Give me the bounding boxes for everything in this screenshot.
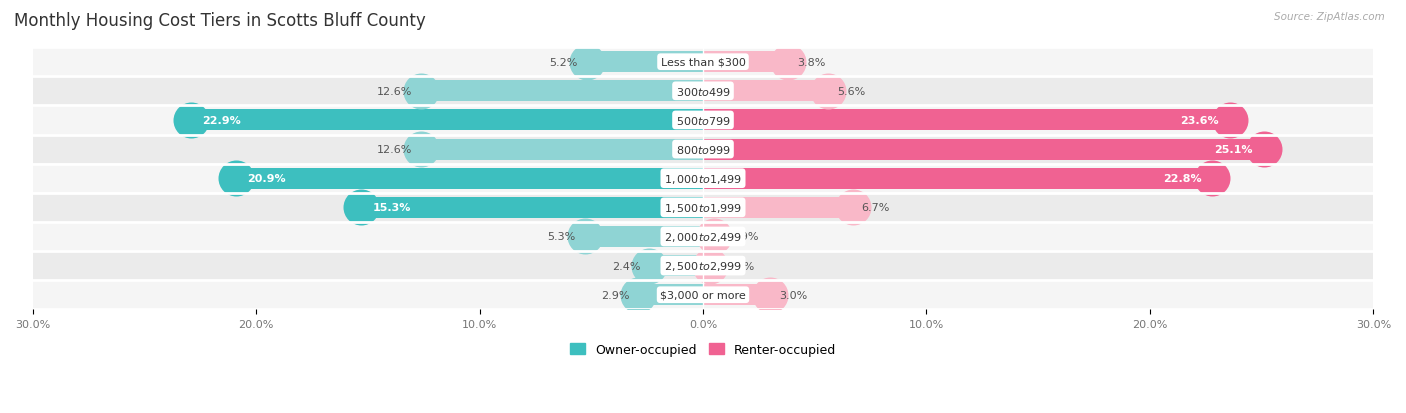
Bar <box>703 226 714 247</box>
Bar <box>703 256 710 276</box>
Text: 12.6%: 12.6% <box>377 145 412 155</box>
FancyBboxPatch shape <box>32 48 1374 77</box>
Text: 22.8%: 22.8% <box>1163 174 1201 184</box>
Text: 0.49%: 0.49% <box>723 232 758 242</box>
Bar <box>361 197 703 218</box>
Text: Less than $300: Less than $300 <box>661 57 745 67</box>
FancyBboxPatch shape <box>32 193 1374 222</box>
Text: 2.9%: 2.9% <box>600 290 630 300</box>
Bar <box>703 139 1264 160</box>
Text: 5.6%: 5.6% <box>837 87 865 97</box>
Bar <box>703 197 852 218</box>
Text: $3,000 or more: $3,000 or more <box>661 290 745 300</box>
Text: 23.6%: 23.6% <box>1181 116 1219 126</box>
FancyBboxPatch shape <box>32 164 1374 193</box>
Text: Monthly Housing Cost Tiers in Scotts Bluff County: Monthly Housing Cost Tiers in Scotts Blu… <box>14 12 426 30</box>
Bar <box>650 256 703 276</box>
Text: 22.9%: 22.9% <box>202 116 242 126</box>
Text: 0.33%: 0.33% <box>720 261 755 271</box>
Bar <box>422 81 703 102</box>
Text: 15.3%: 15.3% <box>373 203 411 213</box>
Bar <box>703 110 1230 131</box>
Text: 12.6%: 12.6% <box>377 87 412 97</box>
Bar <box>703 285 770 306</box>
FancyBboxPatch shape <box>32 252 1374 280</box>
Text: 3.8%: 3.8% <box>797 57 825 67</box>
Bar <box>586 52 703 73</box>
Text: $2,000 to $2,499: $2,000 to $2,499 <box>664 230 742 243</box>
Text: 5.3%: 5.3% <box>547 232 575 242</box>
Text: 5.2%: 5.2% <box>550 57 578 67</box>
Text: 3.0%: 3.0% <box>779 290 807 300</box>
Bar <box>191 110 703 131</box>
Bar <box>703 169 1212 189</box>
Bar <box>703 81 828 102</box>
Text: $800 to $999: $800 to $999 <box>675 144 731 156</box>
Text: 6.7%: 6.7% <box>862 203 890 213</box>
FancyBboxPatch shape <box>32 106 1374 135</box>
Bar <box>638 285 703 306</box>
FancyBboxPatch shape <box>32 135 1374 164</box>
Text: $1,000 to $1,499: $1,000 to $1,499 <box>664 172 742 185</box>
Text: Source: ZipAtlas.com: Source: ZipAtlas.com <box>1274 12 1385 22</box>
Bar <box>236 169 703 189</box>
Text: $500 to $799: $500 to $799 <box>675 115 731 127</box>
Text: $300 to $499: $300 to $499 <box>675 85 731 97</box>
Bar <box>703 52 787 73</box>
FancyBboxPatch shape <box>32 77 1374 106</box>
Text: $1,500 to $1,999: $1,500 to $1,999 <box>664 202 742 214</box>
Text: 25.1%: 25.1% <box>1215 145 1253 155</box>
Text: 2.4%: 2.4% <box>612 261 640 271</box>
Bar <box>422 139 703 160</box>
Bar <box>585 226 703 247</box>
Text: 20.9%: 20.9% <box>247 174 285 184</box>
Text: $2,500 to $2,999: $2,500 to $2,999 <box>664 259 742 273</box>
FancyBboxPatch shape <box>32 222 1374 252</box>
FancyBboxPatch shape <box>32 280 1374 309</box>
Legend: Owner-occupied, Renter-occupied: Owner-occupied, Renter-occupied <box>565 338 841 361</box>
